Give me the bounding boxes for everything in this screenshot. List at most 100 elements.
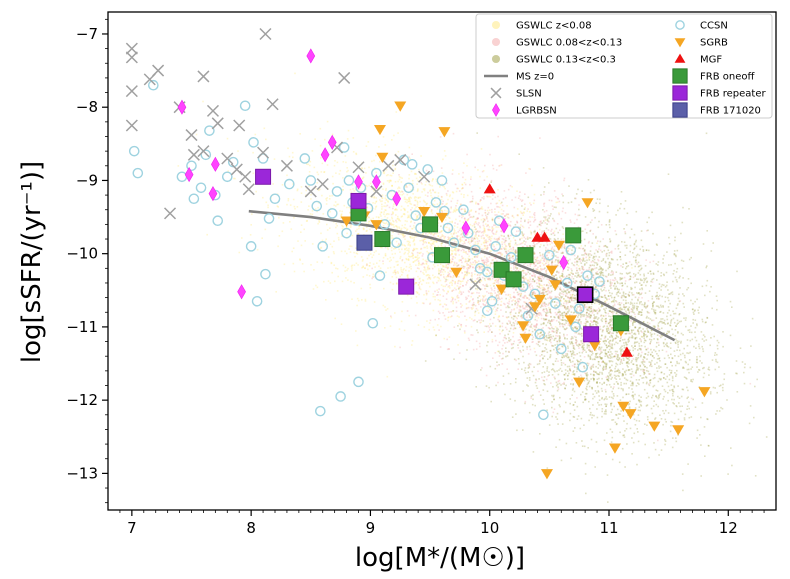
ccsn-point [148, 79, 159, 91]
frb_oneoff-point [422, 216, 439, 233]
y-tick-label: −10 [66, 245, 98, 263]
ccsn-point [128, 145, 140, 157]
ccsn-point [186, 160, 197, 172]
slsn-point [163, 207, 177, 220]
slsn-point [125, 85, 138, 98]
ms-line [248, 209, 676, 342]
slsn-point [125, 51, 138, 64]
slsn-series [125, 27, 538, 315]
legend-marker-gswlc_high [491, 54, 501, 64]
legend-label-mgf: MGF [700, 55, 722, 66]
sgrb-point [648, 421, 661, 432]
slsn-point [239, 170, 252, 183]
y-tick-label: −7 [76, 25, 98, 43]
slsn-point [211, 117, 224, 130]
sgrb-point [588, 341, 601, 352]
sgrb-point [418, 207, 431, 218]
ccsn-point [570, 321, 581, 333]
ccsn-point [212, 215, 224, 227]
ccsn-point [343, 175, 355, 186]
lgrbsn-point [461, 220, 471, 236]
sgrb-point [519, 333, 532, 344]
slsn-point [221, 152, 234, 165]
slsn-point [197, 70, 210, 83]
slsn-point [316, 178, 329, 191]
sgrb-point [698, 387, 711, 398]
x-tick-label: 10 [480, 519, 499, 537]
ccsn-point [490, 241, 501, 252]
ccsn-point [482, 266, 493, 278]
ccsn-point [594, 276, 605, 287]
sgrb-point [672, 425, 685, 436]
ccsn-point [367, 317, 379, 329]
sgrb-point [394, 101, 407, 112]
legend-marker-lgrbsn [492, 103, 500, 117]
legend-marker-frb_repeater [672, 85, 688, 101]
slsn-point [185, 129, 198, 142]
sgrb-point [581, 198, 594, 209]
y-tick-label: −11 [66, 318, 98, 336]
slsn-point [257, 146, 270, 159]
ccsn-point [565, 244, 577, 256]
frb_oneoff-point [612, 315, 629, 332]
ccsn-point [251, 295, 263, 307]
lgrbsn-point [499, 218, 509, 234]
legend-label-frb_oneoff: FRB oneoff [700, 72, 755, 83]
ccsn-point [315, 405, 326, 417]
ccsn-point [561, 277, 573, 289]
ccsn-point [486, 295, 498, 307]
frb_repeater-point [398, 278, 415, 295]
sgrb-point [517, 321, 530, 332]
slsn-point [206, 104, 220, 117]
ccsn-point [311, 200, 323, 212]
ccsn-point [470, 244, 481, 256]
ccsn-point [410, 210, 422, 221]
marker-layer [125, 27, 711, 480]
ccsn-point [257, 153, 269, 164]
mgf-point [620, 346, 633, 357]
slsn-point [469, 278, 482, 291]
slsn-point [242, 183, 255, 196]
frb_repeater-point [583, 326, 600, 343]
slsn-point [259, 27, 272, 41]
ccsn-point [403, 182, 414, 194]
ccsn-point [379, 219, 391, 230]
sgrb-point [552, 240, 565, 251]
lgrbsn-point [327, 134, 337, 150]
ccsn-point [436, 175, 448, 186]
frb_repeater-point [255, 168, 272, 185]
mgf-point [483, 183, 496, 194]
sgrb-point [436, 212, 448, 224]
ccsn-point [299, 153, 311, 164]
y-tick-label: −12 [66, 391, 98, 409]
ccsn-point [248, 137, 259, 148]
ccsn-point [341, 227, 352, 239]
frb_oneoff-point [505, 271, 522, 288]
lgrbsn-point [208, 186, 218, 202]
ccsn-point [326, 208, 338, 219]
slsn-point [125, 42, 138, 55]
sgrb-point [438, 127, 451, 138]
ccsn-point [331, 186, 343, 197]
ccsn-point [284, 178, 295, 190]
legend-marker-sgrb [674, 38, 686, 48]
frb_oneoff-point [493, 261, 510, 278]
frb_171020-point [356, 234, 373, 251]
slsn-point [394, 153, 407, 166]
ccsn-point [482, 305, 493, 317]
legend-label-frb_171020: FRB 171020 [700, 106, 761, 117]
y-tick-label: −8 [76, 98, 98, 116]
legend-marker-frb_oneoff [672, 68, 688, 84]
lgrbsn-point [320, 147, 330, 163]
slsn-point [152, 64, 165, 77]
slsn-point [304, 185, 317, 198]
lgrbsn-point [306, 48, 316, 64]
slsn-point [338, 71, 351, 84]
ccsn-point [448, 237, 460, 248]
ccsn-point [538, 409, 549, 421]
lgrbsn-point [237, 284, 246, 300]
ccsn-point [200, 149, 212, 161]
lgrbsn-point [354, 174, 363, 190]
ccsn-point [505, 252, 517, 263]
lgrbsn-point [177, 99, 187, 115]
